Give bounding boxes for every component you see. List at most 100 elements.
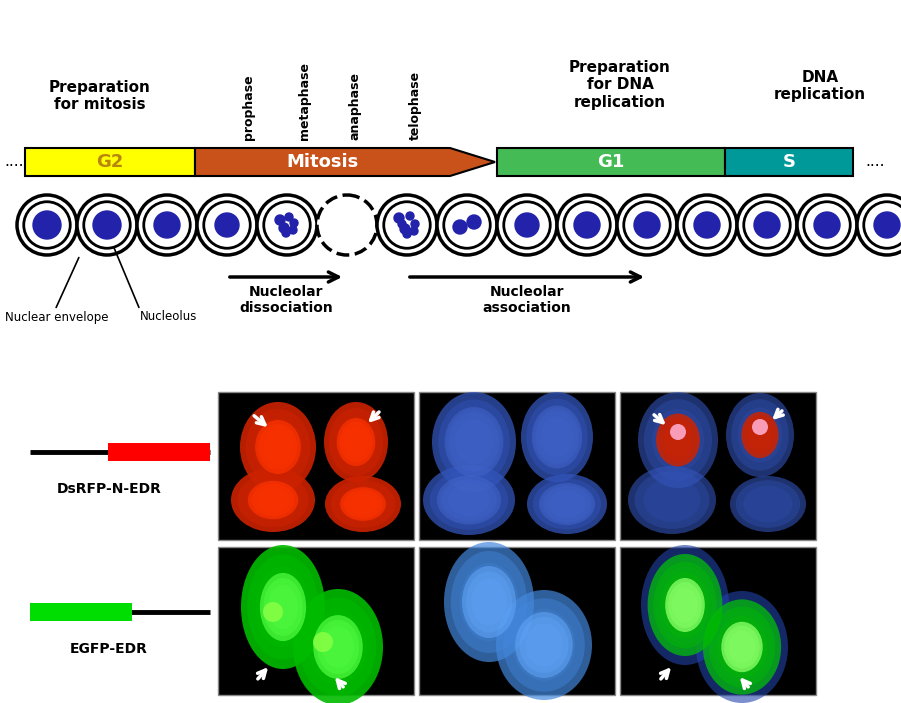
- Ellipse shape: [240, 402, 316, 492]
- Text: S: S: [782, 153, 796, 171]
- Ellipse shape: [623, 202, 670, 248]
- Ellipse shape: [677, 195, 737, 255]
- Ellipse shape: [665, 578, 705, 632]
- Ellipse shape: [449, 412, 499, 472]
- Text: Nucleolus: Nucleolus: [140, 309, 197, 323]
- Ellipse shape: [340, 422, 372, 463]
- Ellipse shape: [557, 195, 617, 255]
- Text: ....: ....: [865, 155, 885, 169]
- Ellipse shape: [737, 195, 797, 255]
- Ellipse shape: [703, 600, 781, 695]
- Ellipse shape: [742, 412, 778, 458]
- Ellipse shape: [539, 483, 595, 525]
- Ellipse shape: [462, 566, 516, 638]
- Ellipse shape: [263, 578, 303, 636]
- Ellipse shape: [648, 554, 723, 656]
- Circle shape: [403, 230, 411, 238]
- Circle shape: [453, 220, 467, 234]
- Ellipse shape: [322, 626, 354, 668]
- Ellipse shape: [716, 616, 768, 678]
- Ellipse shape: [441, 479, 496, 521]
- Ellipse shape: [669, 582, 702, 628]
- Bar: [497, 148, 725, 176]
- Ellipse shape: [384, 202, 431, 248]
- Circle shape: [215, 213, 239, 237]
- Ellipse shape: [641, 545, 729, 665]
- Ellipse shape: [525, 624, 563, 666]
- Ellipse shape: [259, 573, 306, 641]
- Ellipse shape: [703, 600, 781, 695]
- Ellipse shape: [520, 617, 569, 673]
- Ellipse shape: [237, 473, 309, 527]
- Ellipse shape: [731, 399, 789, 471]
- Ellipse shape: [256, 567, 310, 647]
- Ellipse shape: [263, 430, 293, 465]
- Text: EGFP-EDR: EGFP-EDR: [70, 642, 148, 656]
- Ellipse shape: [241, 545, 325, 669]
- Ellipse shape: [660, 572, 709, 638]
- Ellipse shape: [696, 591, 788, 703]
- Ellipse shape: [564, 202, 610, 248]
- Circle shape: [670, 424, 686, 440]
- Ellipse shape: [437, 475, 501, 524]
- Ellipse shape: [634, 471, 709, 529]
- Ellipse shape: [338, 486, 387, 522]
- Text: Mitosis: Mitosis: [287, 153, 359, 171]
- Ellipse shape: [664, 423, 692, 457]
- Ellipse shape: [466, 572, 512, 633]
- Bar: [419, 547, 615, 695]
- Ellipse shape: [857, 195, 901, 255]
- Ellipse shape: [526, 399, 587, 475]
- Circle shape: [515, 213, 539, 237]
- Ellipse shape: [377, 195, 437, 255]
- Ellipse shape: [496, 590, 592, 700]
- Circle shape: [467, 215, 481, 229]
- Polygon shape: [195, 148, 495, 176]
- Ellipse shape: [513, 610, 575, 681]
- Ellipse shape: [684, 202, 730, 248]
- Bar: [725, 148, 853, 176]
- Ellipse shape: [497, 195, 557, 255]
- Ellipse shape: [438, 399, 510, 484]
- Ellipse shape: [724, 626, 760, 669]
- Ellipse shape: [503, 598, 585, 692]
- Circle shape: [814, 212, 840, 238]
- Ellipse shape: [527, 474, 607, 534]
- Ellipse shape: [743, 486, 793, 522]
- Bar: [620, 392, 816, 540]
- Circle shape: [282, 229, 290, 237]
- Circle shape: [279, 223, 289, 233]
- Ellipse shape: [652, 409, 704, 471]
- Bar: [30, 603, 132, 621]
- Bar: [218, 392, 414, 540]
- Ellipse shape: [504, 202, 551, 248]
- Ellipse shape: [535, 411, 578, 464]
- Ellipse shape: [455, 419, 493, 465]
- Ellipse shape: [444, 407, 504, 477]
- Ellipse shape: [77, 195, 137, 255]
- Circle shape: [694, 212, 720, 238]
- Ellipse shape: [423, 465, 515, 535]
- Text: anaphase: anaphase: [349, 72, 361, 140]
- Ellipse shape: [231, 468, 315, 532]
- Circle shape: [406, 212, 414, 220]
- Ellipse shape: [543, 486, 591, 522]
- Ellipse shape: [300, 598, 377, 696]
- Ellipse shape: [257, 487, 289, 512]
- Ellipse shape: [447, 410, 501, 475]
- Ellipse shape: [343, 490, 382, 518]
- Ellipse shape: [317, 195, 377, 255]
- Ellipse shape: [722, 621, 763, 672]
- Circle shape: [154, 212, 180, 238]
- Ellipse shape: [672, 588, 698, 623]
- Circle shape: [400, 224, 410, 234]
- Ellipse shape: [643, 478, 701, 522]
- Bar: [218, 547, 414, 695]
- Ellipse shape: [314, 615, 363, 679]
- Ellipse shape: [736, 480, 800, 528]
- Ellipse shape: [748, 420, 772, 450]
- Ellipse shape: [521, 392, 593, 482]
- Ellipse shape: [533, 479, 601, 529]
- Ellipse shape: [712, 611, 772, 683]
- Ellipse shape: [253, 418, 303, 476]
